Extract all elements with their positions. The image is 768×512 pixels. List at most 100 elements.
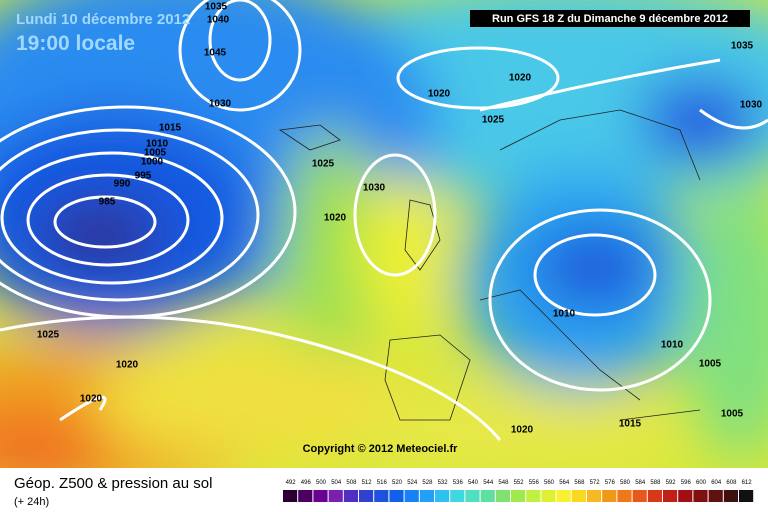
scale-swatch	[435, 490, 450, 502]
isobar-label: 1030	[209, 99, 232, 110]
scale-swatch	[374, 490, 389, 502]
isobar-label: 1005	[144, 148, 167, 159]
scale-label: 564	[559, 480, 570, 486]
scale-label: 492	[286, 480, 297, 486]
scale-swatch	[739, 490, 754, 502]
scale-swatch	[495, 490, 510, 502]
scale-swatch	[526, 490, 541, 502]
isobar-label: 990	[114, 179, 131, 190]
scale-swatch	[587, 490, 602, 502]
color-scale: 492 496 500 504 508 512 516 520 524 528 532 536 540 5…	[283, 480, 754, 502]
scale-label: 600	[696, 480, 707, 486]
scale-label: 524	[407, 480, 418, 486]
isobar-label: 1025	[312, 159, 335, 170]
scale-label: 596	[681, 480, 692, 486]
isobar-label: 1020	[509, 73, 532, 84]
scale-label: 536	[453, 480, 464, 486]
scale-label: 612	[742, 480, 753, 486]
isobar-label: 1010	[146, 139, 169, 150]
scale-label: 560	[544, 480, 555, 486]
scale-label: 504	[331, 480, 342, 486]
scale-swatch	[632, 490, 647, 502]
scale-label: 552	[514, 480, 525, 486]
isobar-label: 1015	[159, 123, 182, 134]
isobar-label: 1010	[553, 309, 576, 320]
scale-label: 528	[422, 480, 433, 486]
scale-label: 540	[468, 480, 479, 486]
scale-label: 544	[483, 480, 494, 486]
time: 19:00 locale	[16, 32, 135, 55]
scale-label: 516	[377, 480, 388, 486]
scale-label: 512	[362, 480, 373, 486]
copyright: Copyright © 2012 Meteociel.fr	[303, 443, 459, 455]
isobar-label: 1000	[141, 157, 164, 168]
scale-swatch	[283, 490, 298, 502]
scale-swatch	[298, 490, 313, 502]
scale-swatch	[343, 490, 358, 502]
scale-swatch	[663, 490, 678, 502]
scale-label: 576	[605, 480, 616, 486]
isobar-label: 1005	[699, 359, 722, 370]
scale-swatch	[647, 490, 662, 502]
run-info: Run GFS 18 Z du Dimanche 9 décembre 2012	[492, 13, 728, 25]
isobar-label: 1005	[721, 409, 744, 420]
isobar-label: 1020	[324, 213, 347, 224]
scale-swatch	[389, 490, 404, 502]
isobar-label: 1025	[482, 115, 505, 126]
scale-label: 604	[711, 480, 722, 486]
scale-swatch	[450, 490, 465, 502]
scale-label: 532	[438, 480, 449, 486]
isobar-label: 1035	[205, 2, 228, 13]
scale-swatch	[359, 490, 374, 502]
isobar-labels: 1035104010451030101510101005100099599098…	[37, 2, 763, 436]
scale-label: 508	[346, 480, 357, 486]
scale-label: 584	[635, 480, 646, 486]
run-box	[470, 10, 750, 27]
scale-swatch	[480, 490, 495, 502]
scale-label: 500	[316, 480, 327, 486]
footer-subtitle: (+ 24h)	[14, 496, 49, 508]
isobar-label: 1020	[116, 360, 139, 371]
scale-swatch	[328, 490, 343, 502]
isobar-label: 1025	[37, 330, 60, 341]
footer-title: Géop. Z500 & pression au sol	[14, 475, 212, 492]
scale-swatch	[465, 490, 480, 502]
isobar-label: 1020	[80, 394, 103, 405]
scale-label: 588	[650, 480, 661, 486]
isobar-label: 1030	[740, 100, 763, 111]
scale-label: 520	[392, 480, 403, 486]
date: Lundi 10 décembre 2012	[16, 11, 190, 28]
isobar-label: 995	[135, 171, 152, 182]
scale-label: 556	[529, 480, 540, 486]
scale-label: 580	[620, 480, 631, 486]
scale-label: 568	[574, 480, 585, 486]
isobar-label: 1045	[204, 48, 227, 59]
isobar-label: 1010	[661, 340, 684, 351]
isobars	[0, 0, 768, 441]
scale-swatch	[404, 490, 419, 502]
isobar-label: 1030	[363, 183, 386, 194]
scale-label: 496	[301, 480, 312, 486]
scale-swatch	[571, 490, 586, 502]
isobar-label: 985	[99, 197, 116, 208]
isobar-label: 1020	[428, 89, 451, 100]
scale-swatch	[556, 490, 571, 502]
isobar-label: 1040	[207, 15, 230, 26]
scale-swatch	[708, 490, 723, 502]
isobar-label: 1035	[731, 41, 754, 52]
scale-swatch	[678, 490, 693, 502]
scale-swatch	[419, 490, 434, 502]
scale-swatch	[541, 490, 556, 502]
scale-swatch	[617, 490, 632, 502]
scale-swatch	[511, 490, 526, 502]
isobar-label: 1015	[619, 419, 642, 430]
scale-swatch	[693, 490, 708, 502]
field	[0, 0, 768, 468]
scale-label: 548	[498, 480, 509, 486]
scale-label: 592	[666, 480, 677, 486]
scale-label: 572	[590, 480, 601, 486]
scale-swatch	[602, 490, 617, 502]
isobar-label: 1020	[511, 425, 534, 436]
scale-swatch	[313, 490, 328, 502]
